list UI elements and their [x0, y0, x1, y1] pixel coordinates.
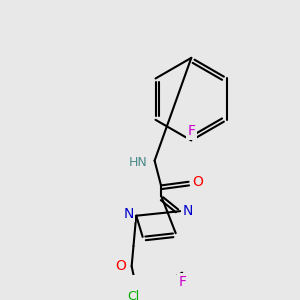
Text: O: O: [192, 175, 203, 189]
Text: HN: HN: [128, 156, 147, 169]
Text: F: F: [187, 124, 195, 138]
Text: F: F: [178, 275, 186, 289]
Text: N: N: [124, 207, 134, 221]
Text: Cl: Cl: [128, 290, 140, 300]
Text: O: O: [115, 259, 126, 273]
Text: N: N: [182, 204, 193, 218]
